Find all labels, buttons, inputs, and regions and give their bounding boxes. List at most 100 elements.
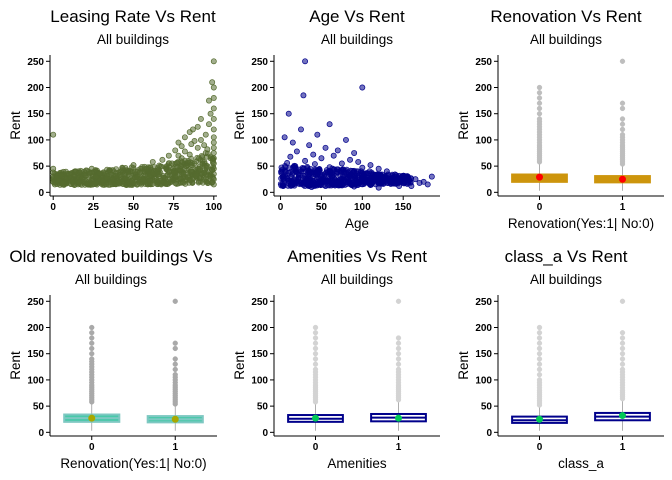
outlier-point <box>619 335 626 341</box>
outlier-point <box>619 121 626 127</box>
scatter-point <box>355 158 362 165</box>
outlier-point <box>536 372 543 378</box>
x-tick-label: 0 <box>313 442 319 453</box>
mean-marker <box>619 175 626 183</box>
scatter-point <box>379 176 386 183</box>
scatter-point <box>116 179 122 186</box>
y-tick-label: 50 <box>481 162 493 173</box>
scatter-point <box>351 183 358 190</box>
outlier-point <box>312 361 319 367</box>
outlier-point <box>536 100 543 106</box>
y-axis-label: Rent <box>456 351 471 380</box>
chart-panel-1: Leasing Rate Vs Rent All buildings Leasing… <box>8 7 223 231</box>
x-tick-label: 150 <box>395 202 412 213</box>
chart-title: Renovation Vs Rent <box>490 7 641 26</box>
scatter-point <box>201 142 208 149</box>
scatter-point <box>157 163 164 170</box>
outlier-point <box>536 361 543 367</box>
outlier-point <box>619 351 626 357</box>
scatter-point <box>351 150 358 156</box>
scatter-point <box>328 182 335 189</box>
scatter-point <box>210 160 217 167</box>
outlier-point <box>619 361 626 367</box>
outlier-point <box>312 356 319 362</box>
y-tick-label: 150 <box>475 109 492 120</box>
scatter-point <box>167 176 174 183</box>
outlier-point <box>89 330 95 336</box>
outlier-point <box>536 105 543 112</box>
scatter-point <box>55 177 61 184</box>
boxplot-0 <box>287 324 344 431</box>
scatter-point <box>363 170 370 177</box>
chart-title: Amenities Vs Rent <box>287 247 427 266</box>
scatter-point <box>326 177 333 184</box>
chart-subtitle: All buildings <box>97 32 169 47</box>
scatter-point <box>387 179 394 186</box>
outlier-point <box>619 132 626 138</box>
scatter-point <box>325 168 331 175</box>
outlier-point <box>89 356 95 362</box>
outlier-point <box>312 330 319 336</box>
y-tick-label: 0 <box>262 428 268 439</box>
x-tick-label: 1 <box>172 442 178 453</box>
outlier-point <box>619 366 626 373</box>
scatter-point <box>310 171 317 177</box>
scatter-point <box>194 144 201 151</box>
scatter-point <box>210 165 217 172</box>
y-tick-label: 50 <box>257 162 269 173</box>
y-axis-label: Rent <box>232 351 247 380</box>
y-tick-label: 250 <box>27 297 44 308</box>
outlier-point <box>312 366 319 373</box>
scatter-point <box>210 155 217 162</box>
scatter-point <box>330 152 337 159</box>
y-tick-label: 250 <box>251 297 268 308</box>
scatter-point <box>210 181 217 188</box>
outlier-point <box>172 356 178 362</box>
scatter-point <box>206 121 212 128</box>
scatter-point <box>396 183 403 189</box>
scatter-point <box>300 180 307 187</box>
scatter-point <box>400 175 407 182</box>
scatter-point <box>188 141 195 148</box>
outlier-point <box>536 324 543 331</box>
chart-panel-3: Renovation Vs Rent All buildings Renovatio… <box>456 7 664 231</box>
x-tick-label: 0 <box>537 442 543 453</box>
scatter-point <box>51 181 58 188</box>
scatter-point <box>281 134 288 141</box>
scatter-point <box>159 156 166 163</box>
outlier-point <box>619 356 626 362</box>
scatter-point <box>298 168 304 175</box>
scatter-point <box>175 152 182 159</box>
scatter-point <box>96 170 103 177</box>
scatter-point <box>186 151 193 158</box>
mean-marker <box>536 173 543 181</box>
y-tick-label: 200 <box>475 83 492 94</box>
x-axis-label: class_a <box>558 456 604 471</box>
y-tick-label: 0 <box>486 188 492 199</box>
scatter-point <box>367 162 374 169</box>
scatter-point <box>149 158 156 165</box>
x-tick-label: 0 <box>537 202 543 213</box>
boxplot-1 <box>594 298 651 431</box>
y-tick-label: 50 <box>481 402 493 413</box>
scatter-point <box>196 165 203 172</box>
x-tick-label: 25 <box>88 202 100 213</box>
outlier-point <box>312 340 319 346</box>
scatter-point <box>175 139 182 146</box>
scatter-point <box>308 184 315 191</box>
scatter-point <box>106 167 113 174</box>
scatter-point <box>193 172 200 179</box>
outlier-point <box>536 111 543 117</box>
scatter-point <box>204 146 211 153</box>
scatter-point <box>302 157 309 164</box>
scatter-point <box>375 165 382 172</box>
scatter-point <box>172 147 179 154</box>
outlier-point <box>536 335 543 341</box>
scatter-point <box>351 167 358 174</box>
boxplot-1 <box>370 298 427 431</box>
chart-title: Old renovated buildings Vs <box>9 247 212 266</box>
scatter-point <box>105 181 112 188</box>
y-tick-label: 150 <box>27 349 44 360</box>
scatter-point <box>289 169 296 176</box>
y-axis-label: Rent <box>232 111 247 140</box>
